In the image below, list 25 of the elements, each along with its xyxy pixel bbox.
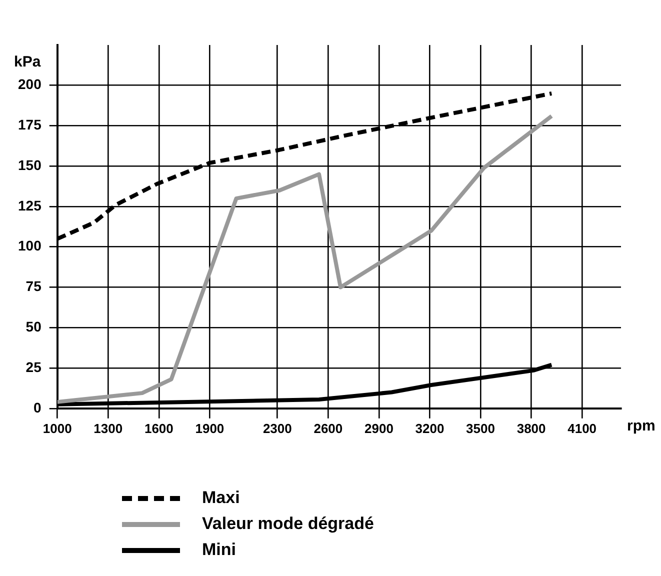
y-tick-label: 0 bbox=[34, 399, 42, 416]
x-tick-label: 4100 bbox=[568, 420, 597, 436]
y-axis-title: kPa bbox=[14, 54, 42, 71]
x-tick-label: 3200 bbox=[415, 420, 444, 436]
y-tick-label: 100 bbox=[18, 238, 42, 254]
y-tick-label: 200 bbox=[18, 76, 42, 92]
x-tick-label: 2300 bbox=[262, 420, 292, 436]
x-tick-label: 1600 bbox=[144, 420, 174, 436]
x-tick-label: 1300 bbox=[94, 420, 123, 436]
y-tick-label: 25 bbox=[26, 358, 42, 375]
legend-label: Mini bbox=[202, 540, 236, 560]
y-tick-label: 125 bbox=[18, 197, 42, 214]
legend-label: Maxi bbox=[202, 488, 240, 508]
x-tick-label: 2900 bbox=[364, 420, 394, 436]
x-tick-label: 3800 bbox=[516, 420, 546, 436]
x-tick-label: 2600 bbox=[314, 420, 343, 436]
y-tick-label: 50 bbox=[26, 318, 42, 335]
x-tick-label: 1000 bbox=[42, 420, 72, 436]
legend-label: Valeur mode dégradé bbox=[202, 514, 374, 534]
y-tick-label: 75 bbox=[26, 278, 42, 294]
x-tick-label: 1900 bbox=[195, 420, 224, 436]
y-tick-label: 175 bbox=[18, 116, 42, 133]
x-tick-label: 3500 bbox=[466, 420, 495, 436]
y-tick-label: 150 bbox=[18, 156, 42, 173]
x-axis-title: rpm bbox=[627, 418, 656, 435]
